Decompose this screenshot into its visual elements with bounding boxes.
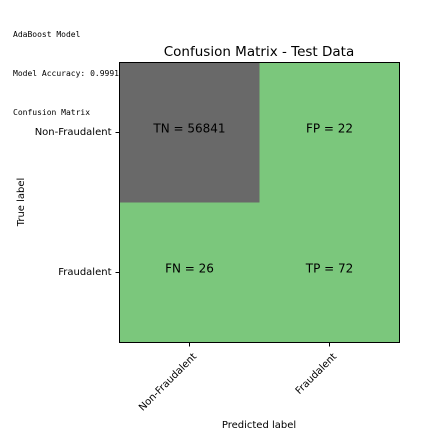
cell-label-false-positive: FP = 22 <box>306 122 353 136</box>
heatmap-cell-false-negative <box>119 202 260 343</box>
heatmap-cell-labels: TN = 56841 FP = 22 FN = 26 TP = 72 <box>152 122 353 276</box>
y-axis-label: True label <box>16 178 27 228</box>
cell-label-true-positive: TP = 72 <box>305 262 354 276</box>
console-line-confusion-matrix: Confusion Matrix <box>13 108 91 117</box>
y-tick-label: Fraudalent <box>58 267 111 278</box>
heatmap-cell-false-positive <box>259 62 400 203</box>
x-axis-label: Predicted label <box>222 420 296 431</box>
heatmap-cells <box>119 62 400 343</box>
plot-frame <box>119 62 400 343</box>
cell-label-false-negative: FN = 26 <box>165 262 214 276</box>
heatmap-cell-true-negative <box>119 62 260 203</box>
x-tick-label: Fraudalent <box>294 351 339 396</box>
chart-title: Confusion Matrix - Test Data <box>164 44 355 60</box>
console-line-model-name: AdaBoost Model <box>13 30 81 39</box>
heatmap-cell-true-positive <box>259 202 400 343</box>
y-axis-ticks: Non-Fraudalent Fraudalent <box>35 127 120 278</box>
x-tick-label: Non-Fraudalent <box>137 351 199 413</box>
x-axis-ticks: Non-Fraudalent Fraudalent <box>137 342 339 413</box>
cell-label-true-negative: TN = 56841 <box>152 122 225 136</box>
y-tick-label: Non-Fraudalent <box>35 127 112 138</box>
